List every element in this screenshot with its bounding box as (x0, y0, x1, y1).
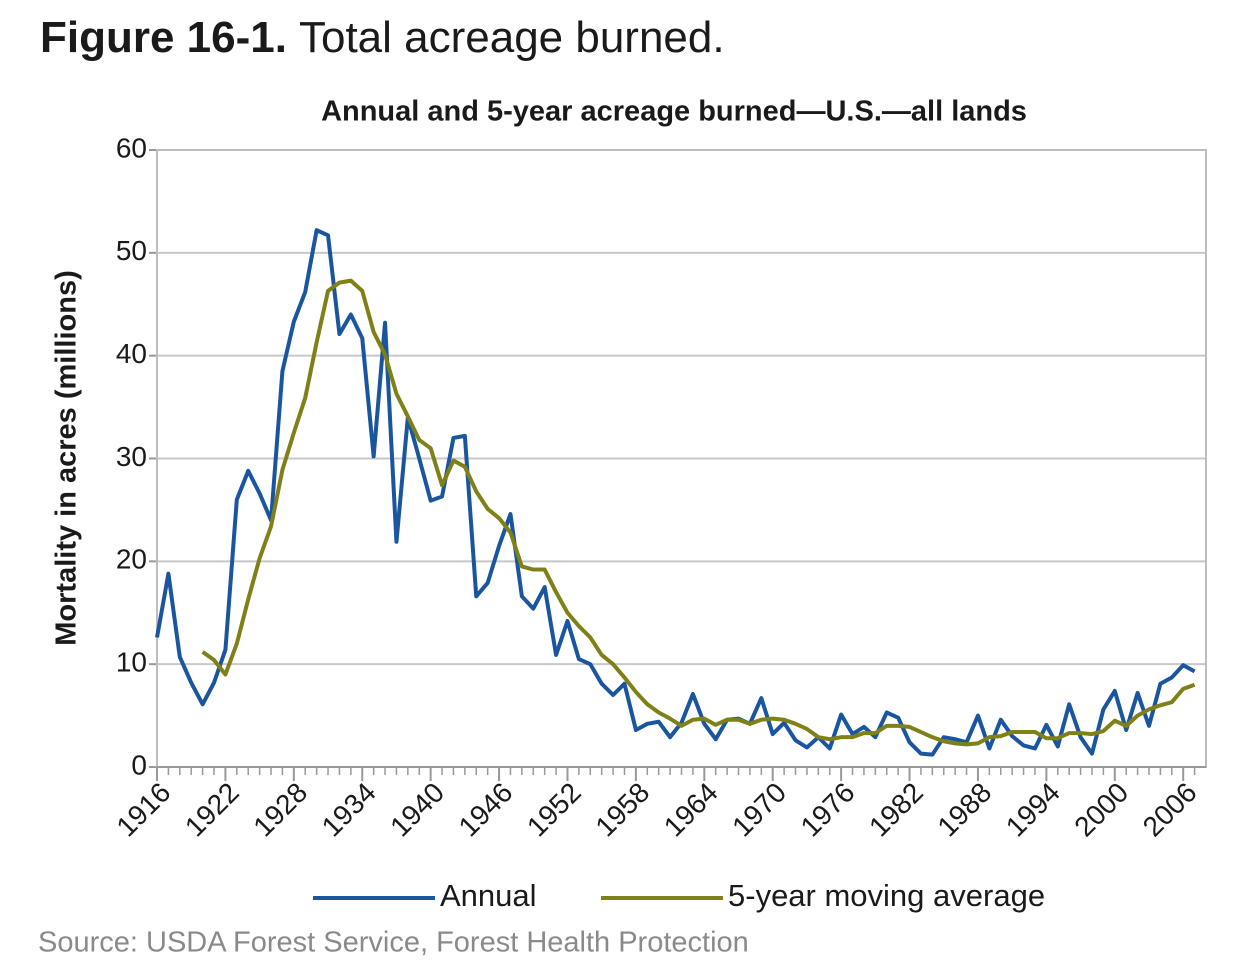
data-line (155, 228, 1196, 757)
y-tick-label: 10 (116, 647, 147, 678)
y-tick-label: 30 (116, 441, 147, 472)
figure-label: Figure 16-1. (40, 13, 287, 62)
chart-title: Annual and 5-year acreage burned—U.S.—al… (321, 96, 1027, 128)
x-tick-label: 1934 (316, 777, 382, 843)
legend-label: Annual (440, 878, 537, 913)
x-tick-label: 1940 (384, 777, 450, 843)
y-axis-label: Mortality in acres (millions) (51, 270, 83, 645)
x-tick-label: 1958 (589, 777, 655, 843)
y-tick-label: 0 (131, 749, 147, 780)
y-tick-label: 60 (116, 132, 147, 163)
source-note: Source: USDA Forest Service, Forest Heal… (38, 927, 749, 959)
y-tick-label: 20 (116, 544, 147, 575)
x-tick-label: 2000 (1068, 777, 1134, 843)
legend-label: 5-year moving average (728, 878, 1045, 913)
x-tick-label: 1922 (179, 777, 245, 843)
x-tick-label: 1946 (453, 777, 519, 843)
x-tick-label: 1928 (247, 777, 313, 843)
figure-title: Total acreage burned. (299, 13, 725, 62)
figure-heading: Figure 16-1. Total acreage burned. (40, 13, 725, 62)
x-tick-label: 1952 (521, 777, 587, 843)
x-tick-label: 1982 (863, 777, 929, 843)
x-tick-label: 1964 (658, 777, 724, 843)
data-line (201, 278, 1196, 747)
x-tick-label: 1976 (795, 777, 861, 843)
x-tick-label: 1916 (110, 777, 176, 843)
x-tick-label: 1988 (931, 777, 997, 843)
x-tick-label: 2006 (1137, 777, 1203, 843)
y-tick-label: 40 (116, 338, 147, 369)
x-tick-label: 1994 (1000, 777, 1066, 843)
x-tick-label: 1970 (726, 777, 792, 843)
y-tick-label: 50 (116, 235, 147, 266)
